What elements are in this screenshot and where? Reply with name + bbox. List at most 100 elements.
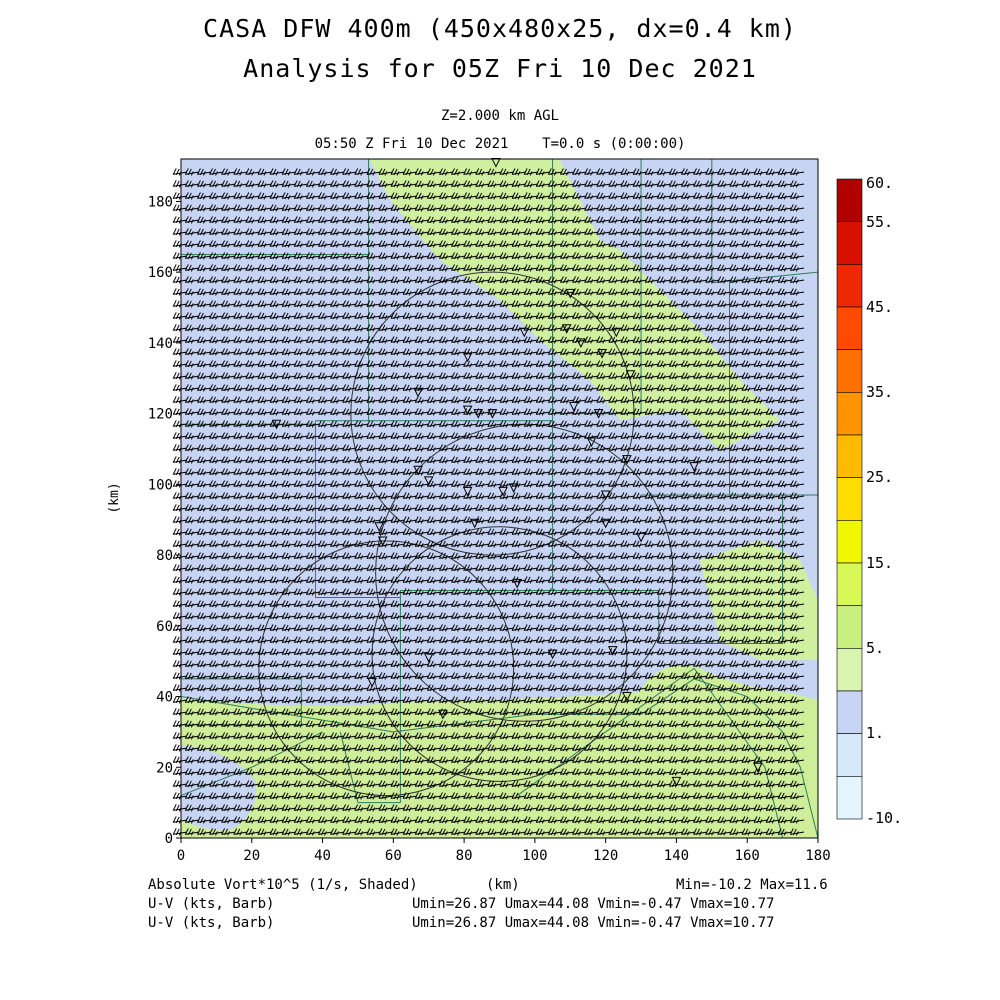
colorbar-swatch [836,392,863,436]
wind-barb [656,744,672,752]
wind-barb [196,816,212,824]
wind-barb [644,792,659,800]
wind-barb [390,756,405,764]
wind-barb [463,804,478,812]
wind-barb [705,768,720,776]
wind-barb [269,780,284,788]
wind-barb [572,780,587,788]
wind-barb [693,816,708,824]
wind-barb [269,756,284,764]
wind-barb [245,756,260,764]
wind-barb [354,804,369,812]
colorbar-swatch [836,520,863,564]
wind-barb [390,792,405,800]
wind-barb [693,744,708,752]
wind-barb [402,744,417,752]
wind-barb [608,804,623,812]
wind-barb [451,768,466,776]
wind-barb [559,804,575,812]
wind-barb [535,804,551,812]
wind-barb [559,816,575,824]
wind-barb [293,756,309,764]
wind-barb [196,792,212,800]
wind-barb [257,768,272,776]
wind-barb [608,756,623,764]
wind-barb [475,816,490,824]
wind-barb [596,792,611,800]
wind-barb [317,828,333,836]
wind-barb [572,816,587,824]
wind-barb [705,792,720,800]
wind-barb [535,792,551,800]
wind-barb [330,768,345,776]
wind-barb [366,792,381,800]
wind-barb [426,804,442,812]
wind-barb [317,768,333,776]
wind-barb [196,768,212,776]
wind-barb [499,804,514,812]
wind-barb [184,768,200,776]
county-border [314,424,401,599]
wind-barb [342,768,357,776]
y-tick-label: 80 [156,548,173,564]
wind-barb [717,792,732,800]
wind-barb [209,780,224,788]
wind-barb [632,756,647,764]
wind-barb [777,828,793,836]
wind-barb [487,732,502,740]
colorbar-swatch [836,776,863,820]
wind-barb [463,744,478,752]
y-tick-label: 180 [148,194,173,210]
wind-barb [378,744,393,752]
wind-barb [608,816,623,824]
wind-barb [426,744,442,752]
wind-barb [451,732,466,740]
colorbar-swatch [836,648,863,692]
wind-barb [572,828,587,836]
wind-barb [233,768,248,776]
wind-barb [596,816,611,824]
wind-barb [354,792,369,800]
wind-barb [620,792,635,800]
wind-barb [402,816,417,824]
wind-barb [342,732,357,740]
wind-barb [366,804,381,812]
wind-barb [342,792,357,800]
wind-barb [451,780,466,788]
wind-barb [475,744,490,752]
wind-barb [184,744,200,752]
wind-barb [511,828,526,836]
wind-barb [209,744,224,752]
wind-barb [717,816,732,824]
wind-barb [717,768,732,776]
wind-barb [523,804,538,812]
wind-barb [378,804,393,812]
wind-barb [584,792,599,800]
wind-barb [269,804,284,812]
wind-barb [789,804,805,812]
wind-barb [463,828,478,836]
wind-barb [572,756,587,764]
wind-barb [789,780,805,788]
wind-barb [547,816,563,824]
wind-barb [729,768,744,776]
x-tick-label: 60 [385,848,402,864]
wind-barb [245,804,260,812]
wind-barb [293,816,309,824]
wind-barb [680,792,696,800]
wind-barb [354,768,369,776]
wind-barb [317,732,333,740]
wind-barb [717,804,732,812]
colorbar-label: 55. [866,213,893,231]
wind-barb [402,792,417,800]
wind-barb [281,768,296,776]
wind-barb [221,816,236,824]
wind-barb [680,828,696,836]
wind-barb [499,768,514,776]
wind-barb [305,732,321,740]
wind-barb [475,756,490,764]
wind-barb [789,744,805,752]
wind-barb [438,768,454,776]
wind-barb [680,744,696,752]
wind-barb [499,780,514,788]
